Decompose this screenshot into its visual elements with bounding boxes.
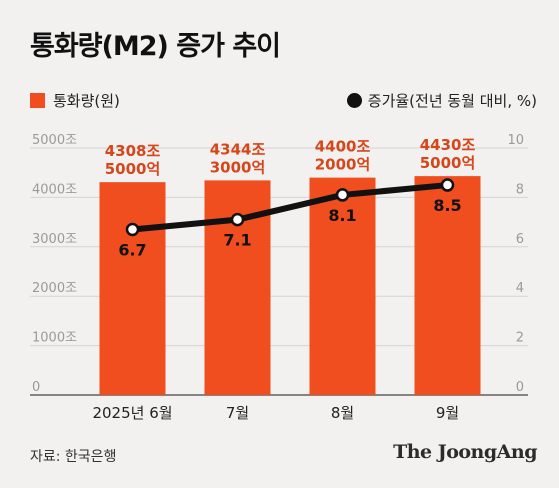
y-left-tick-label: 3000조 — [32, 232, 77, 247]
legend-line: 증가율(전년 동월 대비, %) — [346, 90, 537, 111]
growth-rate-line — [129, 182, 451, 233]
line-value-label: 8.5 — [433, 196, 461, 215]
x-tick-label: 8월 — [331, 404, 354, 422]
line-value-label: 6.7 — [118, 241, 146, 260]
y-left-tick-label: 2000조 — [32, 281, 77, 296]
line-point — [335, 188, 350, 202]
bar — [414, 176, 481, 395]
y-right-tick-label: 6 — [516, 232, 524, 247]
bar-value-label: 3000억 — [210, 158, 266, 176]
line-value-label: 8.1 — [328, 206, 356, 225]
x-tick-label: 7월 — [226, 404, 249, 422]
bar-legend-label: 통화량(원) — [53, 92, 120, 110]
x-tick-label: 9월 — [436, 404, 459, 422]
label-layer: 4308조5000억4344조3000억4400조2000억4430조5000억… — [92, 136, 475, 422]
line-point — [440, 178, 455, 192]
bar-value-label: 4344조 — [210, 140, 266, 158]
y-right-tick-label: 8 — [516, 182, 524, 197]
y-left-tick-label: 5000조 — [32, 133, 77, 148]
y-right-tick-label: 4 — [516, 281, 524, 296]
line-layer — [125, 178, 455, 237]
legend-bars: 통화량(원) — [30, 90, 120, 111]
bar-legend-swatch — [30, 93, 45, 108]
y-right-tick-label: 2 — [516, 331, 524, 346]
brand-logo: The JoongAng — [393, 441, 537, 463]
y-left-tick-label: 1000조 — [32, 331, 77, 346]
line-value-label: 7.1 — [223, 231, 251, 250]
bar-value-label: 2000억 — [315, 156, 371, 174]
source-note: 자료: 한국은행 — [30, 449, 117, 465]
y-right-tick-label: 0 — [516, 380, 524, 395]
bar-value-label: 5000억 — [105, 160, 161, 178]
bar-value-label: 4430조 — [420, 136, 476, 154]
y-left-tick-label: 4000조 — [32, 182, 77, 197]
bar-value-label: 4308조 — [105, 142, 161, 160]
bar-layer — [99, 176, 481, 395]
y-left-tick-label: 0 — [32, 380, 40, 395]
y-right-tick-label: 10 — [507, 133, 524, 148]
bar — [309, 177, 376, 395]
chart-title: 통화량(M2) 증가 추이 — [30, 31, 281, 62]
line-point — [230, 212, 245, 227]
line-legend-label: 증가율(전년 동월 대비, %) — [367, 92, 537, 110]
x-tick-label: 2025년 6월 — [92, 404, 172, 422]
bar-value-label: 4400조 — [315, 138, 371, 156]
line-point — [125, 222, 140, 237]
bar-value-label: 5000억 — [420, 154, 476, 172]
line-legend-swatch — [346, 93, 362, 108]
bar — [99, 182, 166, 395]
